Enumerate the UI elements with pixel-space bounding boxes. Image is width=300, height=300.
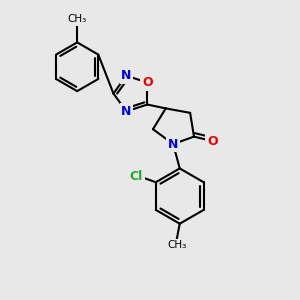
Text: O: O xyxy=(207,135,218,148)
Text: CH₃: CH₃ xyxy=(68,14,87,24)
Text: N: N xyxy=(121,69,132,82)
Text: CH₃: CH₃ xyxy=(167,240,186,250)
Text: O: O xyxy=(142,76,153,89)
Text: N: N xyxy=(168,138,178,151)
Text: Cl: Cl xyxy=(130,170,143,183)
Text: N: N xyxy=(121,105,132,118)
